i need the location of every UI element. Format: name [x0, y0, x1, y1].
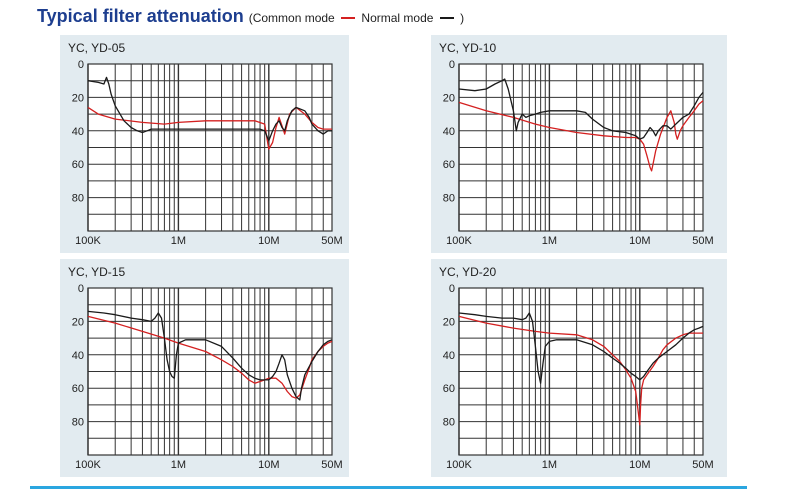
- series-line-normal-mode: [458, 78, 704, 140]
- chart-panel-yd20: YC, YD-20 0 20 40 60 80 100K 1M 10M 50M: [431, 259, 727, 477]
- plot-frame: [87, 287, 333, 456]
- y-tick-label: 20: [443, 316, 455, 328]
- y-tick-label: 40: [443, 350, 455, 362]
- x-tick-label: 100K: [446, 459, 472, 471]
- legend-close-text: ): [460, 11, 465, 25]
- series-line-common-mode: [458, 315, 703, 426]
- chart-panel-yd05: YC, YD-05 0 20 40 60 80 100K 1M 10M 50M: [60, 35, 349, 253]
- x-tick-label: 10M: [629, 235, 650, 247]
- series-line-common-mode: [458, 100, 704, 172]
- x-tick-label: 50M: [321, 235, 342, 247]
- x-tick-label: 50M: [321, 459, 342, 471]
- legend-common-swatch: [341, 16, 356, 19]
- series-line-normal-mode: [87, 310, 333, 401]
- y-tick-label: 80: [443, 417, 455, 429]
- y-tick-label: 60: [72, 159, 84, 171]
- x-tick-label: 10M: [258, 459, 279, 471]
- y-tick-label: 0: [78, 59, 84, 71]
- y-tick-label: 40: [72, 350, 84, 362]
- series-line-normal-mode: [458, 312, 704, 384]
- plot-frame: [458, 287, 704, 456]
- bottom-accent-rule: [30, 486, 747, 489]
- x-tick-label: 100K: [75, 235, 101, 247]
- y-tick-label: 80: [72, 193, 84, 205]
- legend-normal-swatch: [439, 16, 454, 19]
- y-tick-label: 20: [443, 92, 455, 104]
- y-tick-label: 60: [443, 383, 455, 395]
- legend: (Common mode Normal mode ): [249, 11, 464, 25]
- chart-panel-yd15: YC, YD-15 0 20 40 60 80 100K 1M 10M 50M: [60, 259, 349, 477]
- chart-title: YC, YD-20: [439, 265, 497, 279]
- y-tick-label: 80: [443, 193, 455, 205]
- y-tick-label: 20: [72, 92, 84, 104]
- legend-open-text: (Common mode: [248, 11, 335, 25]
- y-tick-label: 80: [72, 417, 84, 429]
- y-tick-label: 40: [72, 126, 84, 138]
- y-tick-label: 60: [443, 159, 455, 171]
- chart-svg: 0 20 40 60 80 100K 1M 10M 50M: [443, 59, 714, 247]
- x-tick-label: 100K: [75, 459, 101, 471]
- chart-svg: 0 20 40 60 80 100K 1M 10M 50M: [72, 59, 343, 247]
- x-tick-label: 10M: [629, 459, 650, 471]
- y-tick-label: 0: [449, 59, 455, 71]
- y-tick-label: 40: [443, 126, 455, 138]
- y-tick-label: 0: [78, 283, 84, 295]
- x-tick-label: 100K: [446, 235, 472, 247]
- plot-frame: [458, 63, 704, 232]
- x-tick-label: 1M: [542, 459, 557, 471]
- chart-title: YC, YD-05: [68, 41, 126, 55]
- legend-normal-label: Normal mode: [361, 11, 434, 25]
- x-tick-label: 1M: [542, 235, 557, 247]
- chart-svg: 0 20 40 60 80 100K 1M 10M 50M: [72, 283, 343, 471]
- y-tick-label: 60: [72, 383, 84, 395]
- x-tick-label: 1M: [171, 235, 186, 247]
- y-tick-label: 20: [72, 316, 84, 328]
- x-tick-label: 50M: [692, 459, 713, 471]
- chart-title: YC, YD-10: [439, 41, 497, 55]
- page-title-row: Typical filter attenuation (Common mode …: [37, 6, 464, 27]
- chart-panel-yd10: YC, YD-10 0 20 40 60 80 100K 1M 10M 50M: [431, 35, 727, 253]
- chart-svg: 0 20 40 60 80 100K 1M 10M 50M: [443, 283, 714, 471]
- x-tick-label: 1M: [171, 459, 186, 471]
- chart-title: YC, YD-15: [68, 265, 126, 279]
- x-tick-label: 50M: [692, 235, 713, 247]
- plot-frame: [87, 63, 333, 232]
- y-tick-label: 0: [449, 283, 455, 295]
- x-tick-label: 10M: [258, 235, 279, 247]
- page-title: Typical filter attenuation: [37, 6, 244, 26]
- series-line-normal-mode: [87, 76, 332, 142]
